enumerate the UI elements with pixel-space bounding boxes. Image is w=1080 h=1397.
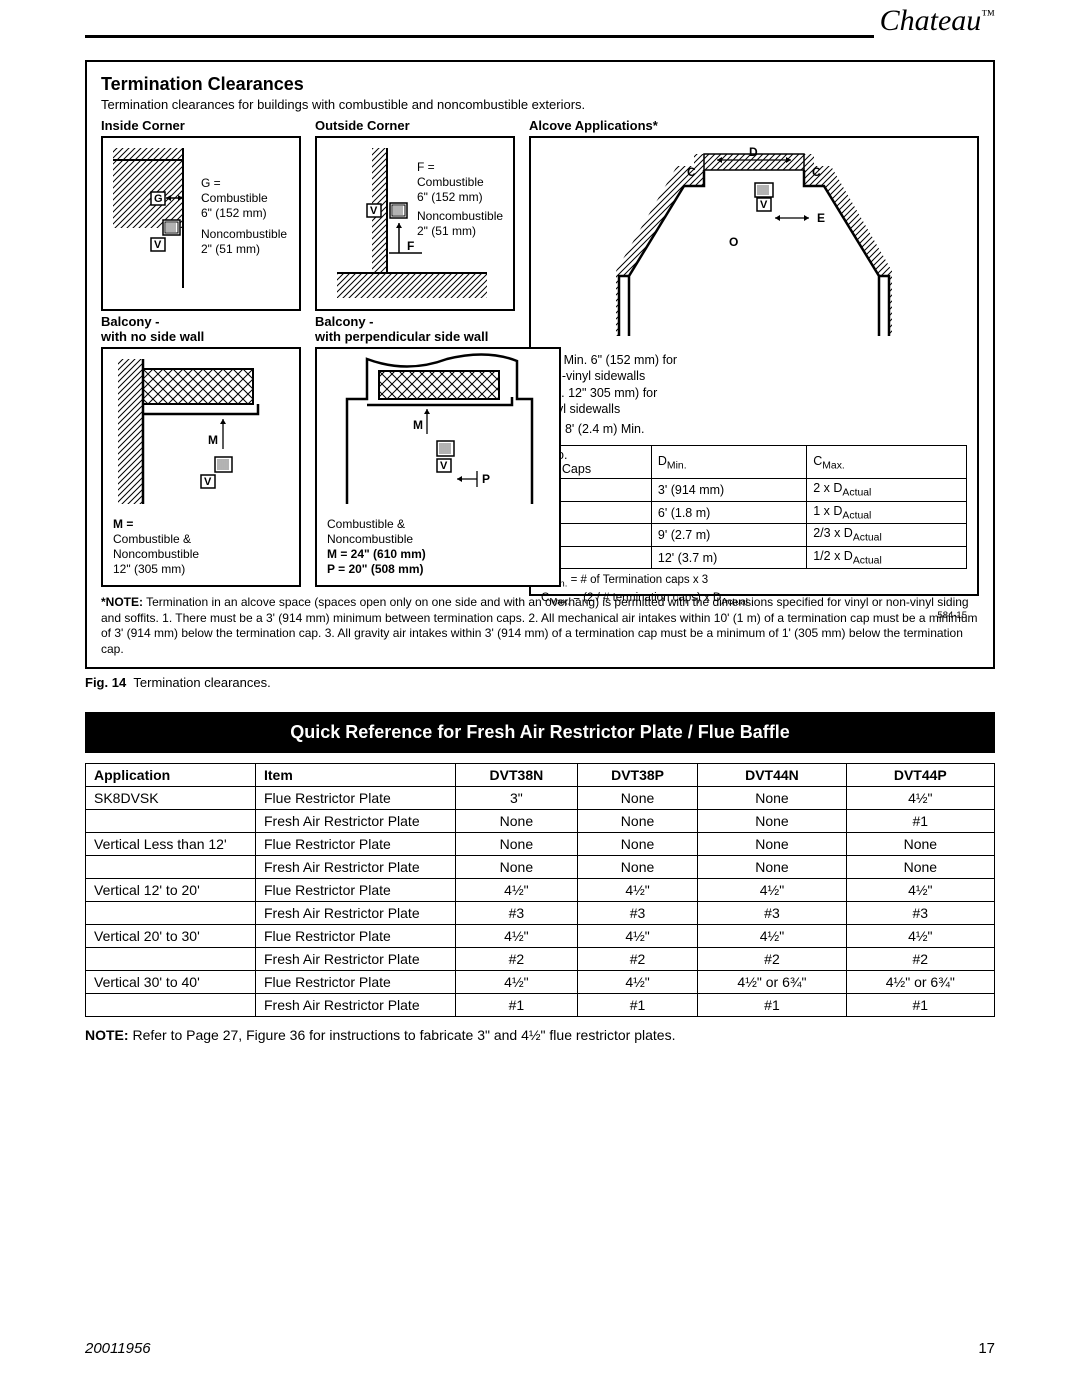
balcony-perp-text: Combustible & Noncombustible M = 24" (61… <box>327 517 426 577</box>
table-row: Fresh Air Restrictor Plate#2#2#2#2 <box>86 948 995 971</box>
doc-number: 20011956 <box>85 1340 151 1357</box>
figure-ref-id: 584-15 <box>541 610 967 621</box>
svg-text:O: O <box>729 235 738 249</box>
svg-text:F: F <box>407 239 414 253</box>
table-row: Fresh Air Restrictor PlateNoneNoneNoneNo… <box>86 856 995 879</box>
table-row: Fresh Air Restrictor PlateNoneNoneNone#1 <box>86 810 995 833</box>
table-row: 39' (2.7 m)2/3 x DActual <box>542 524 967 547</box>
table-row: Vertical 30' to 40'Flue Restrictor Plate… <box>86 971 995 994</box>
svg-text:G: G <box>154 193 163 205</box>
svg-text:V: V <box>370 205 378 217</box>
svg-text:V: V <box>440 460 448 472</box>
svg-text:D: D <box>749 146 758 159</box>
svg-text:E: E <box>817 211 825 225</box>
svg-text:C: C <box>812 165 821 179</box>
balcony-perp-label: Balcony -with perpendicular side wall <box>315 314 561 344</box>
table-row: 13' (914 mm)2 x DActual <box>542 479 967 502</box>
svg-text:V: V <box>760 199 768 211</box>
quick-ref-table: Application Item DVT38N DVT38P DVT44N DV… <box>85 763 995 1017</box>
termination-figure-box: Termination Clearances Termination clear… <box>85 60 995 669</box>
table-row: SK8DVSKFlue Restrictor Plate3"NoneNone4½… <box>86 787 995 810</box>
balcony-no-side-m-text: M = Combustible & Noncombustible 12" (30… <box>113 517 199 577</box>
table-row: 412' (3.7 m)1/2 x DActual <box>542 546 967 569</box>
alcove-notes: E = Min. 6" (152 mm) fornon-vinyl sidewa… <box>541 352 967 437</box>
quick-ref-title: Quick Reference for Fresh Air Restrictor… <box>85 712 995 753</box>
svg-text:V: V <box>204 476 212 488</box>
table-row: Vertical Less than 12'Flue Restrictor Pl… <box>86 833 995 856</box>
figure-subtitle: Termination clearances for buildings wit… <box>101 97 979 112</box>
table-row: Vertical 20' to 30'Flue Restrictor Plate… <box>86 925 995 948</box>
figure-title: Termination Clearances <box>101 74 979 95</box>
svg-text:P: P <box>482 472 490 486</box>
svg-text:V: V <box>154 239 162 251</box>
brand-name: Chateau <box>880 4 982 37</box>
table-row: Vertical 12' to 20'Flue Restrictor Plate… <box>86 879 995 902</box>
balcony-no-side-label: Balcony -with no side wall <box>101 314 301 344</box>
table-row: Fresh Air Restrictor Plate#3#3#3#3 <box>86 902 995 925</box>
outside-corner-f-text: F = Combustible 6" (152 mm) Noncombustib… <box>417 160 503 239</box>
svg-text:C: C <box>687 165 696 179</box>
brand-tm: ™ <box>981 8 995 23</box>
page-note: NOTE: Refer to Page 27, Figure 36 for in… <box>85 1027 995 1043</box>
page-footer: 20011956 17 <box>85 1340 995 1357</box>
alcove-caps-table: No.of Caps DMin. CMax. 13' (914 mm)2 x D… <box>541 445 967 569</box>
table-row: Fresh Air Restrictor Plate#1#1#1#1 <box>86 994 995 1017</box>
balcony-no-side-diagram: M V <box>103 349 299 509</box>
svg-text:M: M <box>208 433 218 447</box>
alcove-diagram: D C C V E O <box>609 146 899 346</box>
inside-corner-label: Inside Corner <box>101 118 301 133</box>
balcony-perp-diagram: M V P <box>317 349 559 507</box>
inside-corner-g-text: G = Combustible 6" (152 mm) Noncombustib… <box>201 176 287 257</box>
svg-text:M: M <box>413 418 423 432</box>
page-number: 17 <box>978 1340 995 1357</box>
outside-corner-label: Outside Corner <box>315 118 515 133</box>
table-header-row: Application Item DVT38N DVT38P DVT44N DV… <box>86 764 995 787</box>
brand-title: Chateau™ <box>874 4 995 38</box>
alcove-foot: DMin. = # of Termination caps x 3 CMax. … <box>541 573 967 608</box>
table-row: 26' (1.8 m)1 x DActual <box>542 501 967 524</box>
figure-caption: Fig. 14 Termination clearances. <box>85 675 995 690</box>
alcove-label: Alcove Applications* <box>529 118 979 133</box>
